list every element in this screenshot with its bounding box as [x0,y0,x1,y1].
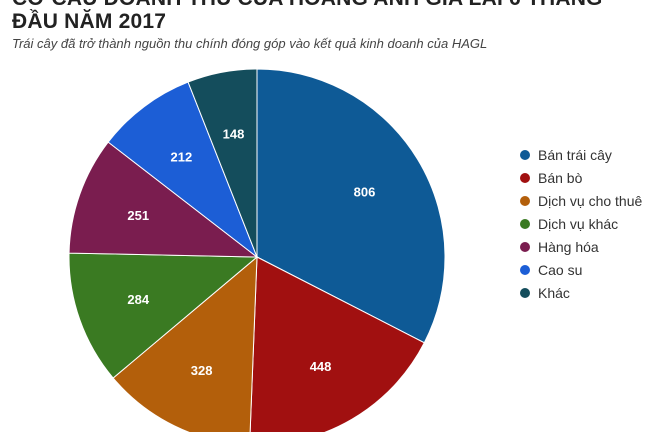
legend-label: Khác [538,284,570,301]
legend-marker [520,218,530,229]
legend-label: Dịch vụ khác [538,215,619,232]
slice-value-label: 148 [223,126,245,141]
slice-value-label: 806 [354,184,376,199]
legend-item: Cao su [520,258,642,281]
legend-marker [520,172,530,183]
legend-marker [520,287,530,298]
legend-marker [520,149,530,160]
legend-label: Dịch vụ cho thuê [538,192,643,209]
legend-item: Dịch vụ cho thuê [520,189,642,212]
slice-value-label: 251 [127,208,149,223]
pie-slice-2 [112,255,258,432]
chart-title-top: CƠ CẤU DOANH THU CỦA HOÀNG ANH GIA LAI 6… [12,0,603,11]
pie-slice-4 [68,141,259,258]
chart-subtitle: Trái cây đã trở thành nguồn thu chính đó… [12,36,488,51]
slice-value-label: 328 [191,363,213,378]
legend-marker [520,241,530,252]
slice-value-label: 212 [170,149,192,164]
pie-slice-0 [256,68,446,344]
legend-label: Bán trái cây [538,146,612,163]
slice-value-label: 284 [127,292,149,307]
pie-slice-5 [107,81,259,259]
legend-marker [520,264,530,275]
pie-slice-3 [68,252,259,379]
legend-marker [520,195,530,206]
legend-label: Bán bò [538,169,583,186]
slice-value-label: 448 [310,359,332,374]
legend-label: Hàng hóa [538,238,599,255]
chart-legend: Bán trái cây Bán bò Dịch vụ cho thuê Dịch v… [520,143,642,304]
legend-item: Bán bò [520,166,642,189]
pie-slice-1 [249,256,425,432]
legend-item: Dịch vụ khác [520,212,642,235]
pie-slice-6 [187,68,258,258]
chart-title: ĐẦU NĂM 2017 [12,10,167,33]
legend-item: Hàng hóa [520,235,642,258]
legend-item: Bán trái cây [520,143,642,166]
legend-item: Khác [520,281,642,304]
legend-label: Cao su [538,261,583,278]
